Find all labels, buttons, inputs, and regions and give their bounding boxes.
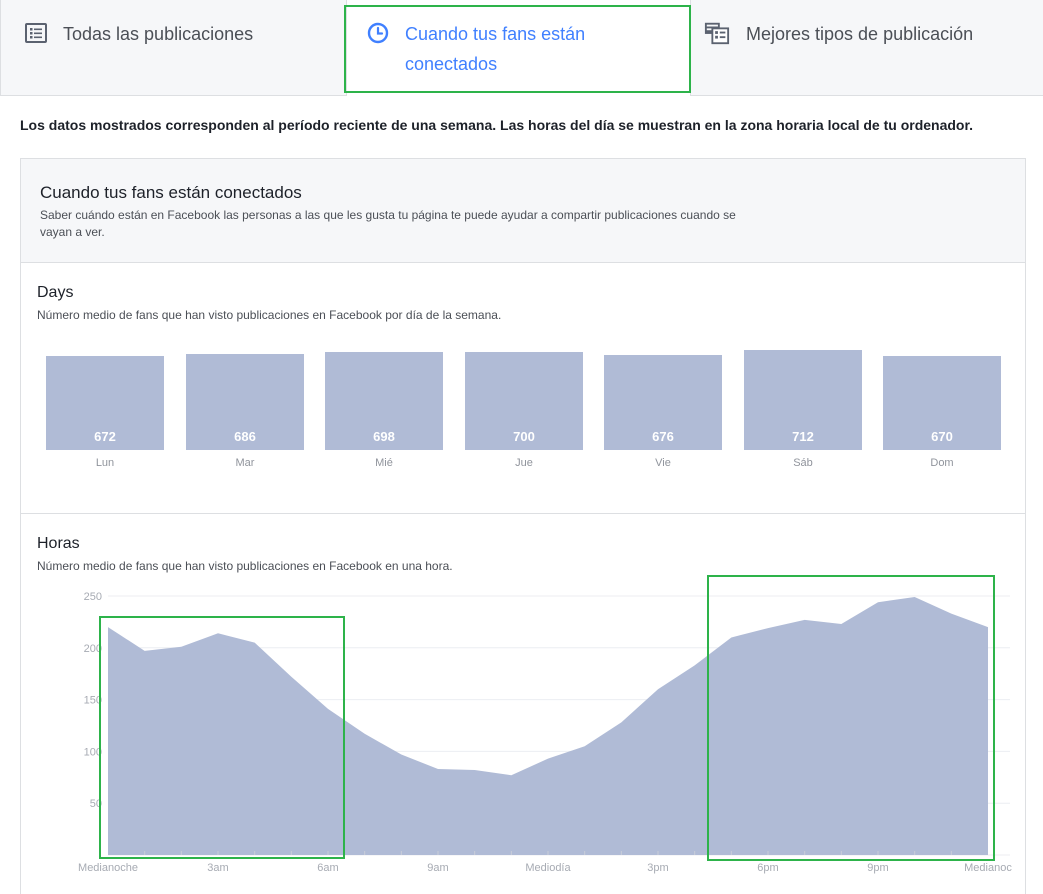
x-tick-label: 9pm	[867, 862, 888, 874]
day-label: Lun	[95, 457, 115, 469]
day-bar-value: 676	[652, 429, 674, 444]
hour-point[interactable]	[983, 622, 993, 632]
hour-point[interactable]	[763, 623, 773, 633]
day-label: Sáb	[793, 457, 813, 469]
hour-point[interactable]	[506, 770, 516, 780]
hour-point[interactable]	[323, 704, 333, 714]
hours-description: Número medio de fans que han visto publi…	[37, 559, 453, 573]
clock-icon	[365, 20, 391, 46]
x-tick-label: 3pm	[647, 862, 668, 874]
day-bar-6[interactable]	[883, 356, 1001, 450]
x-tick-label: 6pm	[757, 862, 778, 874]
day-bar-3[interactable]	[465, 352, 583, 450]
day-label: Vie	[655, 457, 671, 469]
y-tick-label: 150	[84, 695, 102, 707]
tab-all-posts-label: Todas las publicaciones	[63, 24, 254, 44]
day-label: Dom	[930, 457, 954, 469]
tab-best-post-types-label: Mejores tipos de publicación	[746, 24, 974, 44]
list-icon	[23, 20, 49, 46]
days-description: Número medio de fans que han visto publi…	[37, 308, 502, 322]
hour-point[interactable]	[910, 592, 920, 602]
x-tick-label: Medianoche	[78, 862, 138, 874]
day-bar-value: 686	[234, 429, 256, 444]
day-bar-value: 670	[931, 429, 953, 444]
hour-point[interactable]	[580, 741, 590, 751]
day-label: Jue	[515, 457, 533, 469]
hour-point[interactable]	[140, 646, 150, 656]
tab-best-post-types[interactable]: Mejores tipos de publicación	[696, 0, 1043, 94]
tab-all-posts[interactable]: Todas las publicaciones	[1, 0, 341, 94]
hour-point[interactable]	[653, 684, 663, 694]
hour-point[interactable]	[726, 632, 736, 642]
y-tick-label: 50	[90, 798, 102, 810]
period-note: Los datos mostrados corresponden al perí…	[20, 117, 974, 133]
day-bar-0[interactable]	[46, 356, 164, 450]
y-tick-label: 100	[84, 746, 102, 758]
day-bar-4[interactable]	[604, 355, 722, 450]
hour-point[interactable]	[873, 597, 883, 607]
hour-point[interactable]	[433, 764, 443, 774]
y-tick-label: 250	[84, 591, 102, 603]
day-label: Mar	[235, 457, 255, 469]
hour-point[interactable]	[286, 672, 296, 682]
card-description: Saber cuándo están en Facebook las perso…	[40, 208, 736, 239]
day-bar-1[interactable]	[186, 354, 304, 450]
y-tick-label: 200	[84, 643, 102, 655]
day-bar-value: 698	[373, 429, 395, 444]
hour-point[interactable]	[103, 622, 113, 632]
hour-point[interactable]	[360, 729, 370, 739]
day-label: Mié	[375, 457, 393, 469]
day-bar-5[interactable]	[744, 350, 862, 450]
day-bar-value: 700	[513, 429, 535, 444]
hour-point[interactable]	[213, 628, 223, 638]
tab-bar: Todas las publicaciones Cuando tus fans …	[0, 0, 1043, 96]
hour-point[interactable]	[946, 609, 956, 619]
hour-point[interactable]	[396, 750, 406, 760]
hour-point[interactable]	[176, 642, 186, 652]
day-bar-value: 672	[94, 429, 116, 444]
x-tick-label: Medianoc	[964, 862, 1012, 874]
hour-point[interactable]	[690, 660, 700, 670]
card-header: Cuando tus fans están conectados Saber c…	[21, 159, 1025, 263]
post-types-icon	[704, 20, 730, 46]
x-tick-label: 3am	[207, 862, 228, 874]
tab-when-fans-online[interactable]: Cuando tus fans están conectados	[346, 0, 691, 96]
hour-point[interactable]	[800, 615, 810, 625]
hour-point[interactable]	[470, 765, 480, 775]
hour-point[interactable]	[836, 619, 846, 629]
section-divider	[21, 513, 1025, 514]
card-title: Cuando tus fans están conectados	[40, 183, 302, 202]
days-title: Days	[37, 284, 74, 301]
x-tick-label: Mediodía	[525, 862, 571, 874]
x-tick-label: 9am	[427, 862, 448, 874]
hour-point[interactable]	[616, 717, 626, 727]
day-bar-value: 712	[792, 429, 814, 444]
hour-point[interactable]	[250, 638, 260, 648]
hours-area	[108, 597, 988, 855]
hours-title: Horas	[37, 535, 80, 552]
tab-when-fans-online-label: Cuando tus fans están conectados	[405, 24, 586, 74]
x-tick-label: 6am	[317, 862, 338, 874]
hour-point[interactable]	[543, 754, 553, 764]
day-bar-2[interactable]	[325, 352, 443, 450]
